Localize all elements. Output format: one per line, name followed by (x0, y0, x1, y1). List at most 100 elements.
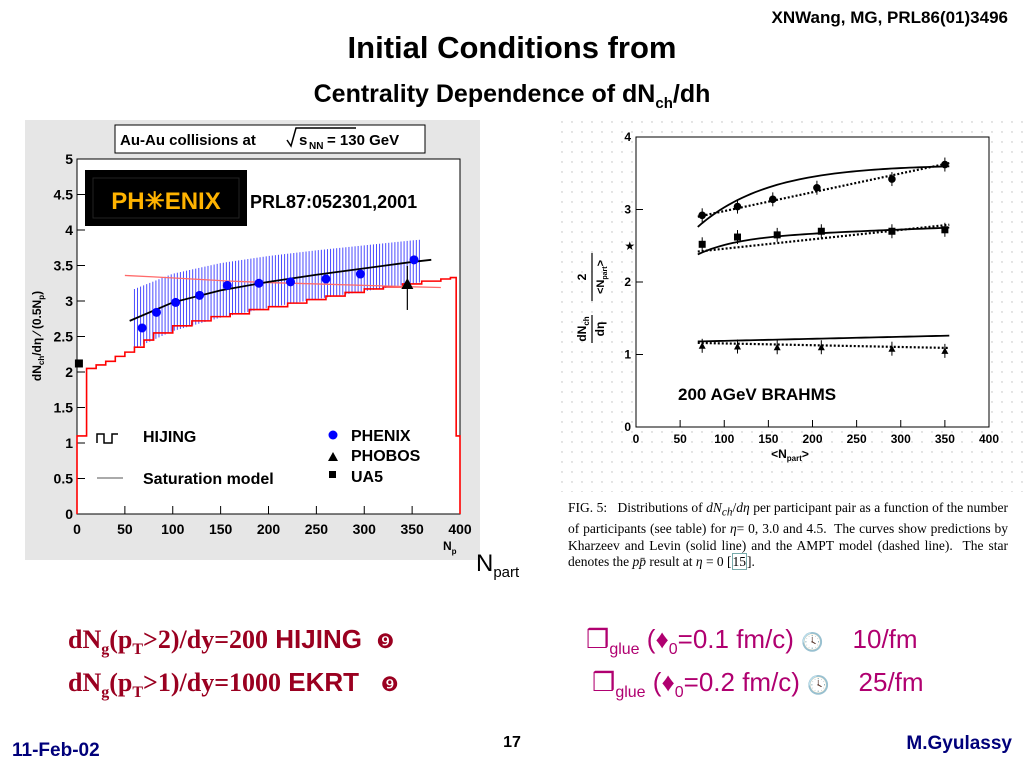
y-tick-label: 5 (65, 151, 73, 167)
hijing-tau-row: ❒glue (♦0=0.1 fm/c) 🕓 10/fm (586, 624, 918, 659)
phenix-point (321, 274, 331, 284)
legend-hijing: HIJING (143, 429, 196, 446)
x-tick-label: 200 (257, 521, 281, 537)
eta45-point (813, 183, 821, 192)
x-tick-label: 0 (73, 521, 81, 537)
y-tick-label: 3 (624, 203, 631, 217)
footer-author: M.Gyulassy (906, 733, 1012, 754)
phenix-point (409, 255, 419, 265)
eta0-point (698, 342, 706, 349)
x-tick-label: 250 (847, 432, 867, 446)
brahms-points: ★ (624, 157, 949, 358)
hijing-row: dNg(pT>2)/dy=200 HIJING ❾ (68, 624, 395, 659)
ampt-curve-eta0 (697, 341, 950, 350)
y-tick-label: 1 (624, 348, 631, 362)
legend-phenix: PHENIX (351, 428, 411, 445)
x-tick-label: 0 (633, 432, 640, 446)
x-tick-label: 50 (673, 432, 687, 446)
y-tick-label: 4 (624, 130, 631, 144)
brahms-axis-ticks: 0 50 100 150 200 250 300 350 400 0 1 2 3 4 (624, 130, 999, 446)
brahms-curves (697, 162, 950, 350)
eta45-point (941, 160, 949, 169)
y-tick-label: 1.5 (54, 400, 74, 416)
eta45-point (768, 195, 777, 204)
x-tick-label: 400 (448, 521, 472, 537)
slide-title: Initial Conditions from (347, 30, 677, 65)
sqrt-sign (286, 127, 356, 148)
x-tick-label: 300 (891, 432, 911, 446)
legend-ua5-symbol (329, 471, 336, 478)
y-tick-label: 1 (65, 435, 73, 451)
phenix-header-box (114, 124, 426, 154)
eta0-point (888, 345, 896, 352)
y-tick-label: 3 (65, 293, 73, 309)
y-tick-label: 0 (65, 506, 73, 522)
x-tick-label: 50 (117, 521, 133, 537)
eta30-point (888, 227, 896, 235)
svg-text:2: 2 (575, 273, 589, 280)
kl-curve-eta0 (697, 334, 950, 343)
eta0-point (733, 343, 741, 350)
x-tick-label: 150 (758, 432, 778, 446)
y-tick-label: 2 (624, 275, 631, 289)
eta30-point (733, 233, 741, 241)
phenix-logo (85, 170, 247, 226)
brahms-annotation: 200 AGeV BRAHMS (678, 385, 836, 404)
x-tick-label: 100 (714, 432, 734, 446)
y-tick-label: 0 (624, 420, 631, 434)
slide-subtitle: Centrality Dependence of dNch/dh (313, 80, 711, 112)
x-tick-label: 300 (353, 521, 377, 537)
phenix-logo-inner (92, 177, 240, 219)
x-tick-label: 350 (400, 521, 424, 537)
phenix-xlabel: Np (443, 539, 457, 556)
y-tick-label: 4 (65, 222, 73, 238)
ua5-point (74, 359, 83, 368)
eta0-point (817, 343, 825, 351)
phenix-point (286, 277, 296, 287)
eta45-point (733, 202, 742, 211)
y-tick-label: 0.5 (54, 471, 74, 487)
brahms-xlabel: <Npart> (771, 447, 809, 463)
brahms-chart: dNch dη 2 <Npart> <Npart> 200 AGeV BRAHM… (560, 120, 1024, 492)
legend-hijing-symbol (96, 433, 118, 444)
phenix-point (171, 297, 181, 307)
phenix-point (151, 307, 161, 317)
svg-text:dNch: dNch (575, 316, 591, 341)
y-tick-label: 4.5 (54, 187, 74, 203)
eta45-point (698, 211, 706, 220)
y-tick-label: 2.5 (54, 329, 74, 345)
figure-caption: FIG. 5: Distributions of dNch/dη per par… (568, 500, 1008, 570)
x-tick-label: 150 (209, 521, 233, 537)
phenix-header-sub: NN (309, 141, 323, 152)
eta45-point (888, 175, 896, 183)
footer-date: 11-Feb-02 (12, 740, 100, 761)
phenix-point (254, 278, 264, 288)
phenix-point (137, 323, 147, 333)
x-tick-label: 100 (161, 521, 185, 537)
phenix-header-tail: = 130 GeV (327, 132, 399, 149)
phenix-header-text: Au-Au collisions at (120, 132, 256, 149)
eta30-point (941, 226, 949, 234)
y-tick-label: 3.5 (54, 258, 74, 274)
phenix-citation: PRL87:052301,2001 (250, 192, 417, 212)
phenix-point (195, 290, 205, 300)
reference-citation: XNWang, MG, PRL86(01)3496 (771, 8, 1009, 27)
phenix-point (355, 269, 365, 279)
legend-phobos: PHOBOS (351, 448, 421, 465)
phenix-ylabel: dNch/dη ⁄ (0.5Np) (30, 291, 46, 381)
brahms-plot-area (635, 136, 990, 428)
phobos-point (401, 277, 414, 289)
npart-label: Npart (476, 550, 520, 581)
kl-curve-eta45 (697, 165, 950, 228)
phenix-axis-ticks: 0 50 100 150 200 250 300 350 400 0 0.5 1 1.5 2 2.5 3 3.5… (54, 151, 472, 537)
ekrt-tau-row: ❒glue (♦0=0.2 fm/c) 🕓 25/fm (592, 667, 924, 702)
ampt-curve-eta45 (697, 162, 950, 218)
page-number: 17 (503, 734, 521, 751)
x-tick-label: 250 (305, 521, 329, 537)
pp-star-point: ★ (624, 239, 635, 253)
phenix-logo-text: PH✳ENIX (111, 188, 220, 215)
x-tick-label: 350 (935, 432, 955, 446)
ekrt-row: dNg(pT>1)/dy=1000 EKRT ❾ (68, 667, 399, 702)
eta0-point (941, 347, 949, 354)
phenix-points (74, 255, 419, 368)
